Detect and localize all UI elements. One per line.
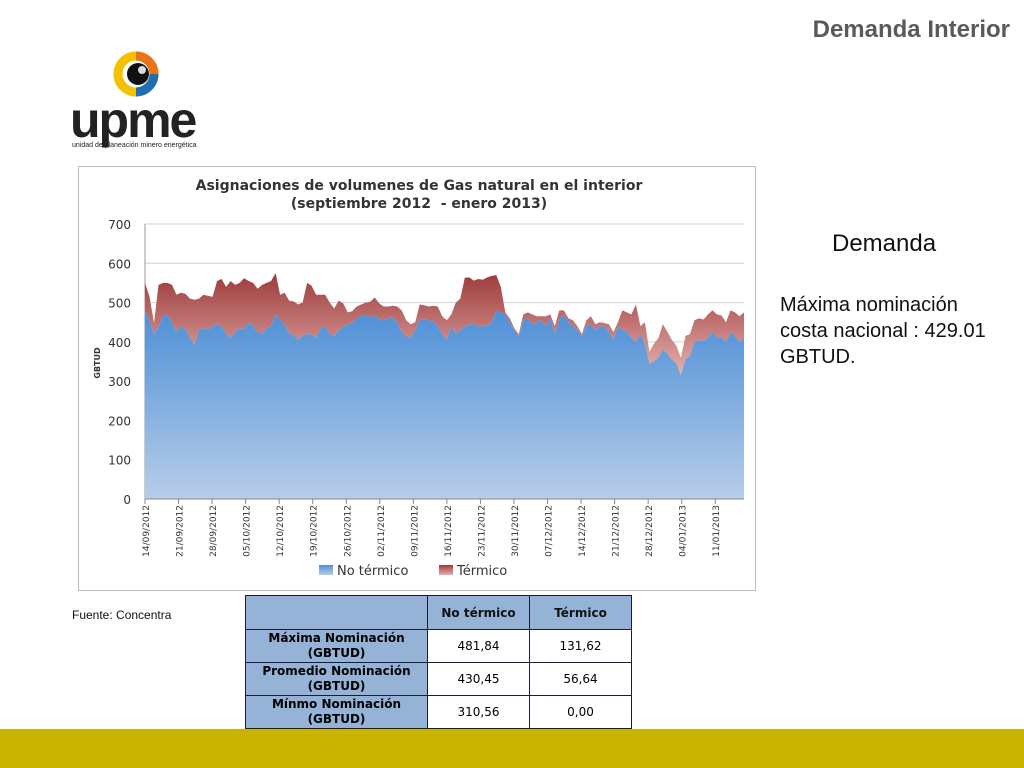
legend-swatch xyxy=(439,565,453,575)
table-row: Máxima Nominación (GBTUD) 481,84 131,62 xyxy=(245,629,632,663)
upme-logo: upme unidad de planeación minero energét… xyxy=(70,50,215,155)
x-tick-label: 11/01/2013 xyxy=(712,505,722,557)
y-tick-label: 500 xyxy=(108,297,131,311)
stats-table: No térmico Térmico Máxima Nominación (GBT… xyxy=(245,595,632,729)
y-tick-label: 100 xyxy=(108,454,131,468)
row-label-line1: Máxima Nominación xyxy=(268,631,405,645)
x-tick-label: 04/01/2013 xyxy=(679,505,689,557)
y-tick-label: 200 xyxy=(108,414,131,428)
area-chart: Asignaciones de volumenes de Gas natural… xyxy=(93,178,744,579)
x-tick-label: 16/11/2012 xyxy=(444,505,454,557)
chart-title: Asignaciones de volumenes de Gas natural… xyxy=(196,178,643,194)
x-tick-label: 07/12/2012 xyxy=(545,505,555,557)
x-tick-label: 26/10/2012 xyxy=(343,505,353,557)
row-label: Promedio Nominación (GBTUD) xyxy=(245,662,428,696)
x-tick-label: 23/11/2012 xyxy=(477,505,487,557)
legend-label: No térmico xyxy=(337,564,408,579)
row-label-line1: Mínmo Nominación xyxy=(271,697,402,711)
y-tick-label: 0 xyxy=(123,493,131,507)
cell-termico: 131,62 xyxy=(529,629,632,663)
x-tick-label: 09/11/2012 xyxy=(410,505,420,557)
x-tick-label: 19/10/2012 xyxy=(310,505,320,557)
y-tick-label: 300 xyxy=(108,375,131,389)
x-tick-label: 21/12/2012 xyxy=(612,505,622,557)
cell-termico: 56,64 xyxy=(529,662,632,696)
slide-title: Demanda Interior xyxy=(812,16,1010,43)
cell-no-termico: 481,84 xyxy=(427,629,530,663)
table-header-row: No térmico Térmico xyxy=(245,595,632,630)
x-tick-label: 21/09/2012 xyxy=(176,505,186,557)
x-tick-label: 28/09/2012 xyxy=(209,505,219,557)
table-header-no-termico: No térmico xyxy=(427,595,530,630)
side-description: Máxima nominación costa nacional : 429.0… xyxy=(780,294,986,368)
x-tick-label: 28/12/2012 xyxy=(645,505,655,557)
chart-container: Asignaciones de volumenes de Gas natural… xyxy=(78,166,756,591)
logo-ring-icon xyxy=(113,51,159,97)
row-label-line2: (GBTUD) xyxy=(307,679,366,693)
cell-termico: 0,00 xyxy=(529,695,632,729)
row-label: Máxima Nominación (GBTUD) xyxy=(245,629,428,663)
side-heading: Demanda xyxy=(832,230,937,257)
x-tick-label: 14/12/2012 xyxy=(578,505,588,557)
logo-subtitle: unidad de planeación minero energética xyxy=(72,142,197,149)
legend-label: Térmico xyxy=(456,564,507,579)
row-label-line2: (GBTUD) xyxy=(307,646,366,660)
table-row: Promedio Nominación (GBTUD) 430,45 56,64 xyxy=(245,662,632,696)
y-axis-label: GBTUD xyxy=(93,347,102,379)
legend-swatch xyxy=(319,565,333,575)
x-tick-label: 30/11/2012 xyxy=(511,505,521,557)
table-header-blank xyxy=(245,595,428,630)
x-tick-label: 02/11/2012 xyxy=(377,505,387,557)
series-termico-area xyxy=(145,273,744,376)
table-row: Mínmo Nominación (GBTUD) 310,56 0,00 xyxy=(245,695,632,729)
table-header-termico: Térmico xyxy=(529,595,632,630)
row-label: Mínmo Nominación (GBTUD) xyxy=(245,695,428,729)
source-note: Fuente: Concentra xyxy=(72,608,172,622)
footer-band xyxy=(0,729,1024,768)
y-tick-label: 700 xyxy=(108,218,131,232)
chart-subtitle: (septiembre 2012 - enero 2013) xyxy=(291,196,547,212)
row-label-line2: (GBTUD) xyxy=(307,712,366,726)
y-tick-label: 400 xyxy=(108,336,131,350)
cell-no-termico: 430,45 xyxy=(427,662,530,696)
x-tick-label: 05/10/2012 xyxy=(243,505,253,557)
logo-wordmark: upme xyxy=(70,92,197,148)
y-tick-label: 600 xyxy=(108,257,131,271)
cell-no-termico: 310,56 xyxy=(427,695,530,729)
x-tick-label: 14/09/2012 xyxy=(142,505,152,557)
x-tick-label: 12/10/2012 xyxy=(276,505,286,557)
series-no-termico-area xyxy=(145,310,744,499)
row-label-line1: Promedio Nominación xyxy=(262,664,411,678)
